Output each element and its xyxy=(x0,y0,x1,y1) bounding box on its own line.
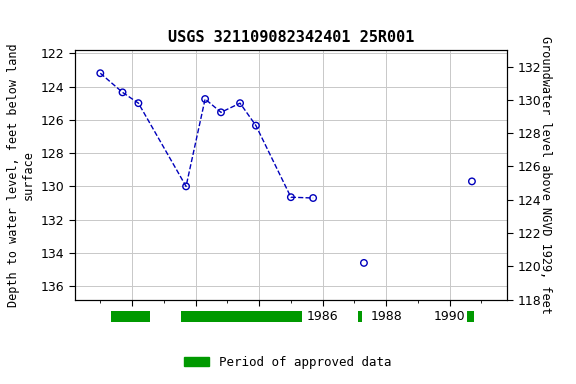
Bar xyxy=(358,311,362,322)
Point xyxy=(217,109,226,115)
Bar xyxy=(111,311,150,322)
Point xyxy=(181,183,191,189)
Bar xyxy=(467,311,473,322)
Point xyxy=(236,100,245,106)
Point xyxy=(96,70,105,76)
Point xyxy=(359,260,369,266)
Point xyxy=(467,178,476,184)
Y-axis label: Groundwater level above NGVD 1929, feet: Groundwater level above NGVD 1929, feet xyxy=(539,36,552,314)
Title: USGS 321109082342401 25R001: USGS 321109082342401 25R001 xyxy=(168,30,414,45)
Point xyxy=(200,96,210,102)
Legend: Period of approved data: Period of approved data xyxy=(179,351,397,374)
Point xyxy=(286,194,295,200)
Point xyxy=(309,195,318,201)
Point xyxy=(251,122,260,129)
Y-axis label: Depth to water level, feet below land
surface: Depth to water level, feet below land su… xyxy=(7,43,35,306)
Bar xyxy=(181,311,302,322)
Point xyxy=(118,89,127,95)
Point xyxy=(134,100,143,106)
